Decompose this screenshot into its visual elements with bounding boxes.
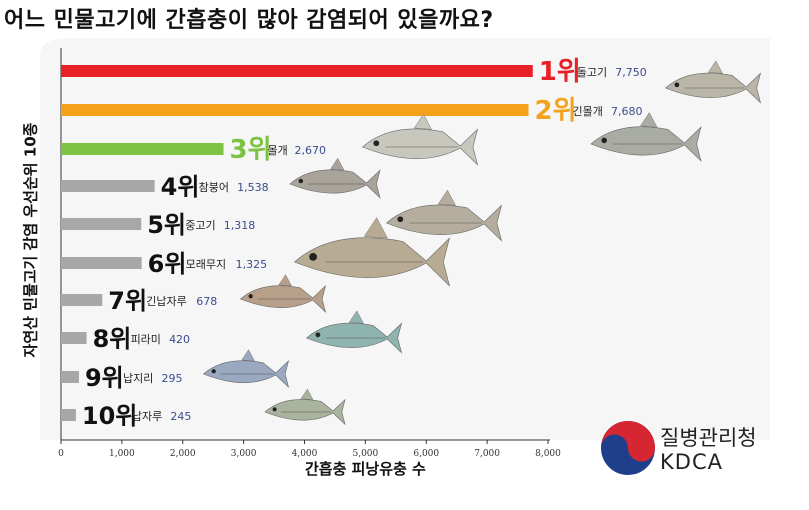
fish-name-label: 모래무지 — [186, 258, 226, 271]
long-minnow-icon — [590, 112, 702, 162]
value-label: 7,680 — [611, 105, 643, 118]
value-label: 420 — [169, 333, 190, 346]
value-label: 7,750 — [615, 66, 647, 79]
bar-중고기 — [61, 218, 142, 230]
chart-background — [40, 38, 770, 440]
rank-label: 9위 — [85, 364, 124, 392]
x-tick-label: 8,000 — [535, 449, 561, 459]
fish-name-label: 중고기 — [185, 219, 215, 232]
logo-name-english: KDCA — [660, 450, 723, 474]
rank-label: 1위 — [539, 57, 581, 87]
bar-돌고기 — [61, 65, 533, 77]
rank-label: 4위 — [161, 173, 200, 201]
rank-label: 3위 — [230, 135, 272, 165]
x-tick-label: 0 — [58, 449, 64, 459]
x-axis-label: 간흡충 피낭유충 수 — [305, 460, 426, 478]
value-label: 2,670 — [295, 144, 327, 157]
x-tick-label: 3,000 — [231, 449, 257, 459]
rank-label: 8위 — [93, 325, 132, 353]
fish-name-label: 긴몰개 — [573, 105, 603, 118]
x-tick-label: 4,000 — [292, 449, 318, 459]
value-label: 1,325 — [236, 258, 267, 271]
x-tick-label: 7,000 — [474, 449, 500, 459]
value-label: 295 — [161, 372, 182, 385]
rank-label: 7위 — [108, 287, 147, 315]
value-label: 1,318 — [224, 219, 256, 232]
false-dace-icon — [289, 157, 381, 199]
fish-name-label: 납지리 — [123, 372, 153, 385]
bar-긴몰개 — [61, 104, 529, 116]
fish-name-label: 돌고기 — [577, 66, 607, 79]
crucian-bitterling-icon — [264, 388, 346, 426]
rank-label: 6위 — [148, 250, 187, 278]
rank-label: 10위 — [82, 402, 137, 430]
pale-chub-icon — [305, 310, 403, 354]
rank-label: 2위 — [535, 96, 577, 126]
sand-gudgeon-icon — [293, 217, 451, 287]
value-label: 678 — [196, 295, 217, 308]
fish-name-label: 참붕어 — [199, 181, 229, 194]
fish-name-label: 몰개 — [268, 144, 288, 157]
flat-bitterling-icon — [202, 349, 290, 389]
bar-모래무지 — [61, 257, 142, 269]
logo-name-korean: 질병관리청 — [660, 426, 757, 450]
bar-몰개 — [61, 143, 224, 155]
striped-gudgeon-icon — [385, 189, 503, 242]
rank-label: 5위 — [147, 211, 186, 239]
x-tick-label: 5,000 — [352, 449, 378, 459]
bar-피라미 — [61, 332, 87, 344]
kdca-logo: 질병관리청 KDCA — [598, 418, 768, 482]
fish-name-label: 피라미 — [131, 333, 161, 346]
x-tick-label: 2,000 — [170, 449, 196, 459]
chart-title: 어느 민물고기에 간흡충이 많아 감염되어 있을까요? — [4, 8, 494, 33]
value-label: 245 — [170, 410, 191, 423]
bar-긴납자루 — [61, 294, 103, 306]
taegeuk-logo-icon — [601, 421, 655, 475]
bar-납자루 — [61, 409, 76, 421]
value-label: 1,538 — [237, 181, 268, 194]
x-tick-label: 1,000 — [109, 449, 135, 459]
fish-name-label: 납자루 — [132, 410, 162, 423]
bar-납지리 — [61, 371, 79, 383]
fish-name-label: 긴납자루 — [146, 295, 186, 308]
x-tick-label: 6,000 — [413, 449, 439, 459]
bar-참붕어 — [61, 180, 155, 192]
minnow-icon — [361, 113, 479, 166]
bitterling-icon — [239, 274, 327, 314]
gudgeon-icon — [664, 60, 762, 104]
